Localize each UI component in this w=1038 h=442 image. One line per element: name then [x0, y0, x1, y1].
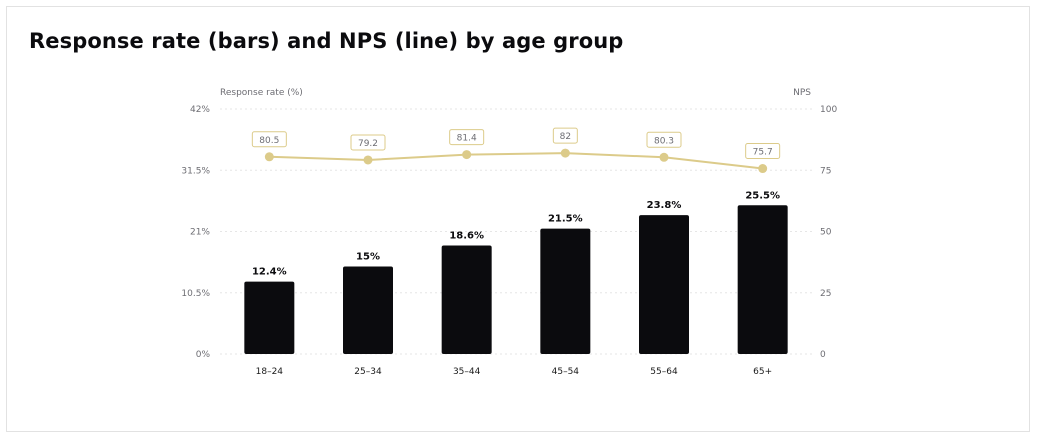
- right-axis-title: NPS: [793, 88, 811, 98]
- bar-value-label: 12.4%: [252, 267, 287, 278]
- bar-value-label: 23.8%: [647, 200, 682, 211]
- nps-point: [462, 150, 472, 160]
- gridlines: [220, 108, 812, 355]
- nps-line-series: 80.5 79.2 81.4 82 80.3 75.7: [251, 127, 781, 174]
- category-label: 55–64: [650, 367, 678, 377]
- nps-point: [560, 148, 570, 158]
- left-axis-title: Response rate (%): [220, 88, 303, 98]
- right-tick-label: 100: [820, 105, 837, 115]
- left-axis-ticks: 0% 10.5% 21% 31.5% 42%: [181, 105, 210, 360]
- nps-value-label: 81.4: [457, 134, 477, 144]
- left-tick-label: 21%: [190, 228, 210, 238]
- left-tick-label: 31.5%: [181, 166, 210, 176]
- bar: [639, 215, 689, 354]
- bar: [244, 281, 295, 354]
- bar-series: 12.4% 15% 18.6% 21.5% 23.8% 25.5%: [244, 190, 788, 354]
- nps-point: [758, 164, 768, 174]
- nps-point: [659, 152, 669, 162]
- nps-label-box: [350, 134, 386, 151]
- nps-value-label: 82: [560, 132, 571, 142]
- nps-label-box: [745, 143, 781, 160]
- nps-value-label: 80.5: [259, 136, 279, 146]
- bar: [441, 245, 492, 354]
- nps-value-label: 79.2: [358, 139, 378, 149]
- nps-label-box: [646, 131, 682, 148]
- nps-point: [264, 152, 274, 162]
- bar: [343, 266, 393, 354]
- category-label: 45–54: [552, 367, 580, 377]
- nps-label-box: [552, 127, 578, 144]
- nps-point: [363, 155, 373, 165]
- nps-label-box: [449, 129, 485, 146]
- nps-label-box: [251, 131, 287, 148]
- right-axis-ticks: 0 25 50 75 100: [820, 105, 837, 360]
- bar-value-label: 21.5%: [548, 214, 583, 225]
- nps-line: [269, 152, 763, 170]
- bar-value-label: 18.6%: [449, 231, 484, 242]
- category-label: 18–24: [256, 367, 284, 377]
- bar: [737, 205, 788, 354]
- category-labels: 18–24 25–34 35–44 45–54 55–64 65+: [256, 367, 773, 377]
- chart-title: Response rate (bars) and NPS (line) by a…: [29, 29, 624, 53]
- right-tick-label: 75: [820, 166, 831, 176]
- category-label: 35–44: [453, 367, 481, 377]
- chart-card: Response rate (bars) and NPS (line) by a…: [6, 6, 1030, 432]
- category-label: 65+: [753, 367, 772, 377]
- left-tick-label: 10.5%: [181, 289, 210, 299]
- left-tick-label: 0%: [196, 350, 211, 360]
- nps-value-label: 80.3: [654, 136, 674, 146]
- right-tick-label: 50: [820, 228, 832, 238]
- right-tick-label: 0: [820, 350, 826, 360]
- nps-value-label: 75.7: [753, 148, 773, 158]
- bar-value-label: 25.5%: [745, 190, 780, 201]
- right-tick-label: 25: [820, 289, 831, 299]
- left-tick-label: 42%: [190, 105, 210, 115]
- bar: [540, 228, 591, 354]
- category-label: 25–34: [354, 367, 382, 377]
- bar-value-label: 15%: [356, 252, 380, 263]
